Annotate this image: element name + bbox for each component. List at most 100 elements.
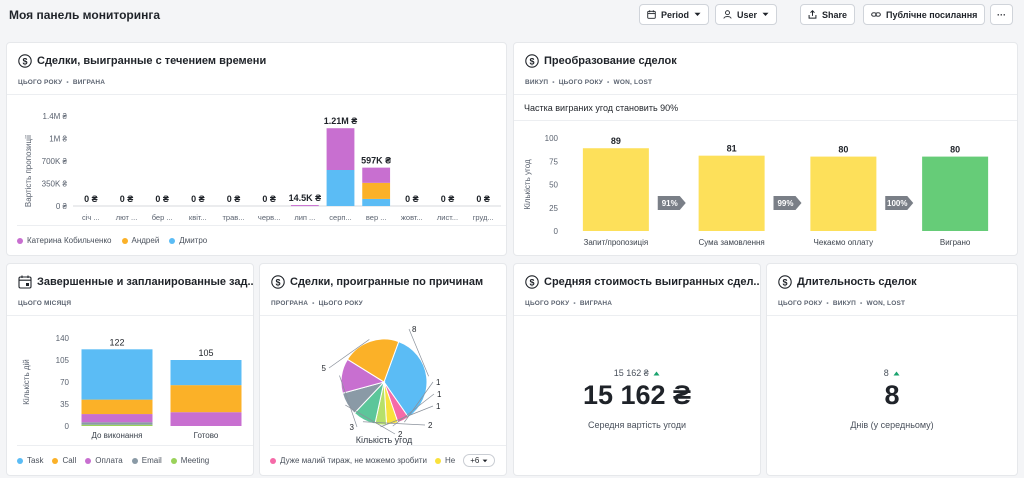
y-axis-label: Кількість дій — [22, 359, 31, 405]
conversion-arrow — [657, 196, 686, 210]
x-tick-label: жовт... — [401, 213, 423, 222]
legend-item[interactable]: Meeting — [170, 456, 209, 465]
legend-item[interactable]: Task — [17, 456, 43, 465]
y-tick-label: 25 — [549, 204, 558, 213]
legend-item[interactable]: Дмитро — [169, 236, 207, 245]
card-header: $ Средняя стоимость выигранных сдел... Ц… — [514, 264, 760, 316]
y-tick-label: 0 — [65, 422, 70, 431]
x-tick-label: груд... — [473, 213, 494, 222]
tasks-card: Завершенные и запланированные зад... ЦЬО… — [6, 263, 254, 476]
previous-value: 8 — [767, 368, 1017, 378]
y-tick-label: 105 — [56, 356, 70, 365]
share-button[interactable]: Share — [800, 4, 856, 25]
conversion-subtitle-bar: Частка виграних угод становить 90% — [514, 95, 1017, 121]
data-label: 597K ₴ — [361, 156, 391, 166]
card-filter-tags: ЦЬОГО РОКУ • ВИГРАНА — [18, 79, 106, 86]
funnel-bar — [698, 155, 765, 231]
card-filter-tags: ЦЬОГО РОКУ • ВИКУП • WON, LOST — [778, 300, 906, 307]
dollar-circle-icon: $ — [525, 54, 539, 68]
chevron-down-icon — [694, 12, 701, 16]
legend-item[interactable]: Катерина Кобильченко — [17, 236, 112, 245]
x-tick-label: лист... — [437, 213, 458, 222]
pie-leader-line — [408, 328, 429, 377]
y-tick-label: 0 ₴ — [56, 202, 68, 211]
filter-tag: WON, LOST — [613, 79, 653, 86]
bar-segment — [362, 182, 391, 199]
legend-item[interactable]: Оплата — [85, 456, 123, 465]
pie-label: 2 — [428, 421, 433, 430]
pie-label: 1 — [436, 378, 441, 387]
chevron-down-icon — [482, 459, 488, 462]
pie-label: 1 — [437, 390, 442, 399]
svg-text:$: $ — [782, 277, 787, 287]
y-tick-label: 75 — [549, 157, 558, 166]
card-header: Завершенные и запланированные зад... ЦЬО… — [7, 264, 253, 316]
chart-legend: Дуже малий тираж, не можемо зробити Не +… — [270, 445, 506, 475]
svg-text:$: $ — [529, 56, 534, 66]
trend-up-icon — [653, 371, 660, 376]
data-label: 122 — [109, 337, 124, 347]
pie-label: 3 — [350, 423, 355, 432]
funnel-bar — [810, 156, 877, 231]
data-label: 0 ₴ — [155, 194, 169, 204]
legend-item[interactable]: Не — [434, 456, 455, 465]
y-tick-label: 50 — [549, 181, 558, 190]
dollar-circle-icon: $ — [271, 275, 285, 289]
legend-item[interactable]: Дуже малий тираж, не можемо зробити — [270, 456, 427, 465]
x-tick-label: Запит/пропозиція — [584, 238, 649, 247]
x-tick-label: бер ... — [152, 213, 173, 222]
lost-reasons-card: $ Сделки, проигранные по причинам ПРОГРА… — [259, 263, 507, 476]
data-label: 81 — [727, 144, 737, 154]
data-label: 0 ₴ — [262, 194, 276, 204]
y-tick-label: 1M ₴ — [49, 135, 67, 144]
kpi-caption: Середня вартість угоди — [587, 420, 686, 430]
bar-segment — [81, 422, 153, 425]
bar-segment — [326, 170, 355, 206]
filter-tag: ВИГРАНА — [579, 300, 613, 307]
user-icon — [723, 10, 732, 19]
data-label: 80 — [838, 145, 848, 155]
filter-tag: ПРОГРАНА — [271, 300, 309, 307]
legend-item[interactable]: Call — [52, 456, 76, 465]
data-label: 0 ₴ — [191, 194, 205, 204]
card-header: $ Длительность сделок ЦЬОГО РОКУ • ВИКУП • W… — [767, 264, 1017, 316]
data-label: 89 — [611, 136, 621, 146]
x-tick-label: Сума замовлення — [698, 238, 764, 247]
public-link-button[interactable]: Публічне посилання — [863, 4, 986, 25]
x-tick-label: квіт... — [189, 213, 207, 222]
pie-leader-line — [362, 421, 426, 426]
pie-leader-line — [328, 339, 370, 369]
duration-card: $ Длительность сделок ЦЬОГО РОКУ • ВИКУП • W… — [766, 263, 1018, 476]
conversion-rate: 99% — [777, 199, 793, 208]
pie-leader-line — [339, 375, 358, 428]
deals-won-chart: 0 ₴ 350K ₴ 700K ₴ 1M ₴ 1.4M ₴ Вартість пропоз… — [24, 112, 501, 222]
more-options-button[interactable]: ··· — [990, 4, 1013, 25]
calendar-check-icon — [18, 275, 32, 289]
legend-item[interactable]: Email — [131, 456, 162, 465]
bar-segment — [326, 128, 355, 170]
calendar-icon — [647, 10, 656, 19]
card-title: Преобразование сделок — [544, 55, 677, 67]
x-tick-label: Чекаємо оплату — [814, 238, 874, 247]
bar-segment — [362, 198, 391, 206]
y-tick-label: 35 — [60, 400, 69, 409]
card-title: Завершенные и запланированные зад... — [37, 276, 254, 288]
period-filter-button[interactable]: Period — [639, 4, 710, 25]
filter-tag: WON, LOST — [866, 300, 906, 307]
kpi-caption: Днів (у середньому) — [850, 420, 934, 430]
legend-item[interactable]: Андрей — [121, 236, 159, 245]
kpi-value: 15 162 ₴ — [582, 380, 692, 410]
link-icon — [871, 12, 881, 17]
card-title: Сделки, проигранные по причинам — [290, 276, 484, 288]
filter-tag: ЦЬОГО МІСЯЦЯ — [18, 300, 72, 307]
bar-segment — [81, 399, 153, 415]
share-label: Share — [822, 9, 848, 20]
legend-more-button[interactable]: +6 — [463, 454, 496, 467]
user-filter-button[interactable]: User — [715, 4, 778, 25]
x-tick-label: січ ... — [82, 213, 100, 222]
x-tick-label: вер ... — [366, 213, 387, 222]
deals-won-card: $ Сделки, выигранные с течением времени … — [6, 42, 507, 256]
chart-legend: Task Call Оплата Email Meeting — [17, 445, 253, 475]
tasks-chart: 0 35 70 105 140 Кількість дій 122 До виконання 1… — [22, 334, 242, 440]
pie-label: 2 — [398, 430, 403, 439]
